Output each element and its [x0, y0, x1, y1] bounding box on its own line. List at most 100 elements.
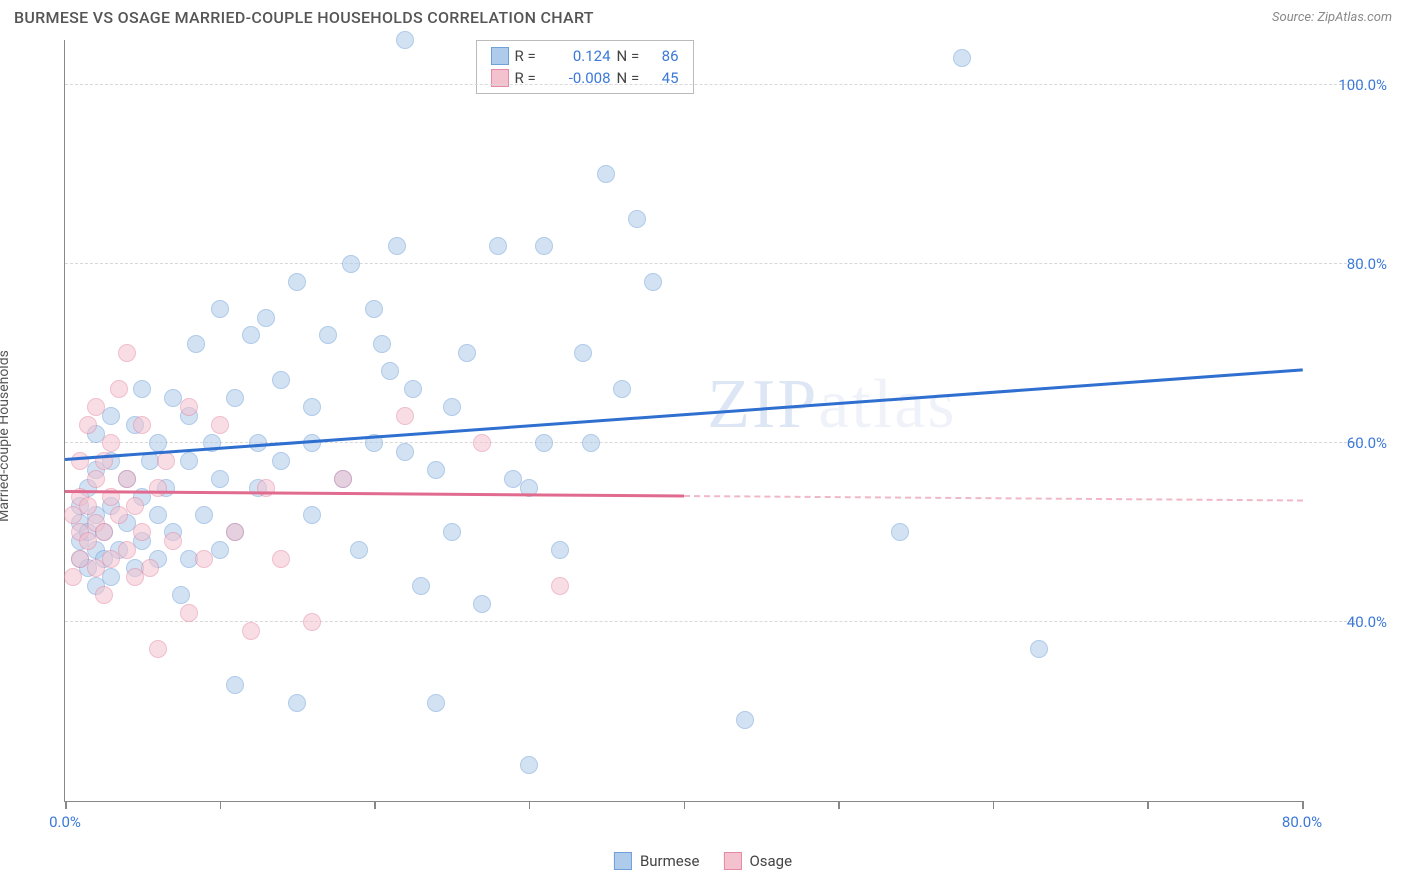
watermark-part2: atlas [818, 366, 956, 443]
data-point [195, 506, 213, 524]
data-point [396, 407, 414, 425]
data-point [489, 237, 507, 255]
data-point [211, 470, 229, 488]
chart-title: BURMESE VS OSAGE MARRIED-COUPLE HOUSEHOL… [14, 8, 594, 27]
data-point [551, 541, 569, 559]
gridline [65, 263, 1362, 264]
gridline [65, 621, 1362, 622]
data-point [102, 407, 120, 425]
data-point [373, 335, 391, 353]
chart-area: Married-couple Households ZIPatlas R =0.… [14, 40, 1392, 832]
legend-item: Osage [723, 852, 792, 870]
y-tick-label: 100.0% [1317, 76, 1387, 94]
data-point [574, 344, 592, 362]
x-tick [65, 801, 67, 809]
data-point [211, 541, 229, 559]
legend-swatch [723, 852, 741, 870]
scatter-plot: ZIPatlas R =0.124N =86R =-0.008N =45 40.… [64, 40, 1302, 802]
data-point [180, 604, 198, 622]
legend-swatch [491, 47, 509, 65]
data-point [319, 326, 337, 344]
data-point [187, 335, 205, 353]
data-point [473, 595, 491, 613]
x-tick [1302, 801, 1304, 809]
series-legend: Burmese Osage [614, 852, 792, 870]
data-point [334, 470, 352, 488]
x-tick-label: 80.0% [1282, 813, 1322, 831]
data-point [388, 237, 406, 255]
x-tick [1147, 801, 1149, 809]
data-point [226, 523, 244, 541]
x-tick [220, 801, 222, 809]
r-value: 0.124 [551, 47, 611, 65]
data-point [350, 541, 368, 559]
regression-line-dashed [683, 495, 1302, 501]
data-point [149, 479, 167, 497]
data-point [628, 210, 646, 228]
data-point [613, 380, 631, 398]
data-point [953, 49, 971, 67]
data-point [458, 344, 476, 362]
chart-header: BURMESE VS OSAGE MARRIED-COUPLE HOUSEHOL… [0, 0, 1406, 33]
data-point [303, 506, 321, 524]
x-tick-label: 0.0% [49, 813, 81, 831]
source-attribution: Source: ZipAtlas.com [1272, 10, 1392, 25]
data-point [396, 31, 414, 49]
data-point [102, 568, 120, 586]
data-point [365, 300, 383, 318]
data-point [242, 326, 260, 344]
data-point [149, 640, 167, 658]
data-point [211, 300, 229, 318]
data-point [288, 273, 306, 291]
data-point [597, 165, 615, 183]
data-point [87, 470, 105, 488]
data-point [342, 255, 360, 273]
x-tick [374, 801, 376, 809]
data-point [404, 380, 422, 398]
y-tick-label: 40.0% [1317, 613, 1387, 631]
data-point [133, 523, 151, 541]
data-point [551, 577, 569, 595]
data-point [396, 443, 414, 461]
data-point [149, 506, 167, 524]
source-prefix: Source: [1272, 10, 1317, 25]
legend-label: Osage [749, 852, 792, 870]
n-value: 86 [649, 47, 679, 65]
data-point [381, 362, 399, 380]
data-point [87, 398, 105, 416]
x-tick [838, 801, 840, 809]
data-point [211, 416, 229, 434]
data-point [412, 577, 430, 595]
data-point [79, 497, 97, 515]
data-point [118, 470, 136, 488]
data-point [520, 756, 538, 774]
data-point [71, 452, 89, 470]
data-point [195, 550, 213, 568]
data-point [303, 398, 321, 416]
data-point [891, 523, 909, 541]
x-tick [684, 801, 686, 809]
y-tick-label: 60.0% [1317, 434, 1387, 452]
data-point [272, 550, 290, 568]
data-point [427, 694, 445, 712]
data-point [644, 273, 662, 291]
data-point [272, 452, 290, 470]
data-point [95, 523, 113, 541]
data-point [1030, 640, 1048, 658]
data-point [473, 434, 491, 452]
data-point [303, 613, 321, 631]
legend-item: Burmese [614, 852, 700, 870]
data-point [157, 452, 175, 470]
data-point [95, 586, 113, 604]
data-point [79, 416, 97, 434]
data-point [226, 389, 244, 407]
data-point [180, 398, 198, 416]
legend-label: Burmese [640, 852, 700, 870]
data-point [272, 371, 290, 389]
data-point [141, 559, 159, 577]
data-point [257, 309, 275, 327]
data-point [118, 541, 136, 559]
data-point [736, 711, 754, 729]
data-point [242, 622, 260, 640]
source-name: ZipAtlas.com [1317, 10, 1392, 25]
